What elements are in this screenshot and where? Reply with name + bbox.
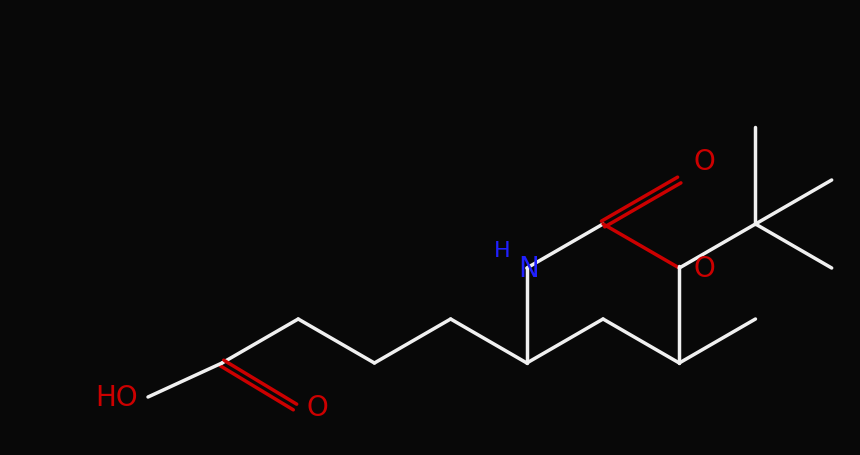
Text: N: N xyxy=(519,254,539,283)
Text: O: O xyxy=(693,254,715,283)
Text: O: O xyxy=(693,148,715,176)
Text: O: O xyxy=(307,393,329,421)
Text: H: H xyxy=(494,241,511,260)
Text: HO: HO xyxy=(95,383,138,411)
